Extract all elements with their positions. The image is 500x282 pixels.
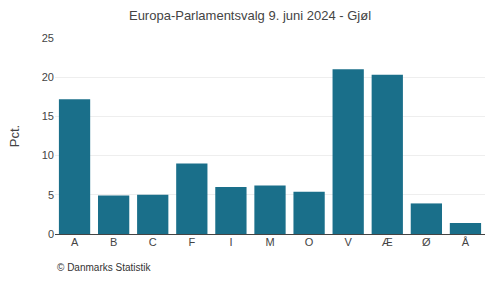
svg-text:O: O [305,236,314,248]
svg-text:Ø: Ø [422,236,431,248]
svg-text:10: 10 [42,149,54,161]
svg-text:20: 20 [42,71,54,83]
svg-text:V: V [345,236,353,248]
svg-text:25: 25 [42,32,54,44]
svg-text:M: M [265,236,274,248]
svg-text:Pct.: Pct. [7,125,22,147]
svg-text:Å: Å [462,236,470,248]
svg-text:I: I [229,236,232,248]
svg-text:0: 0 [48,228,54,240]
svg-text:Europa-Parlamentsvalg 9. juni: Europa-Parlamentsvalg 9. juni 2024 - Gjø… [129,8,371,23]
svg-text:C: C [149,236,157,248]
svg-text:B: B [110,236,117,248]
svg-text:© Danmarks Statistik: © Danmarks Statistik [57,262,152,273]
svg-text:F: F [188,236,195,248]
svg-text:A: A [71,236,79,248]
svg-text:5: 5 [48,189,54,201]
svg-text:15: 15 [42,110,54,122]
svg-text:Æ: Æ [382,236,393,248]
